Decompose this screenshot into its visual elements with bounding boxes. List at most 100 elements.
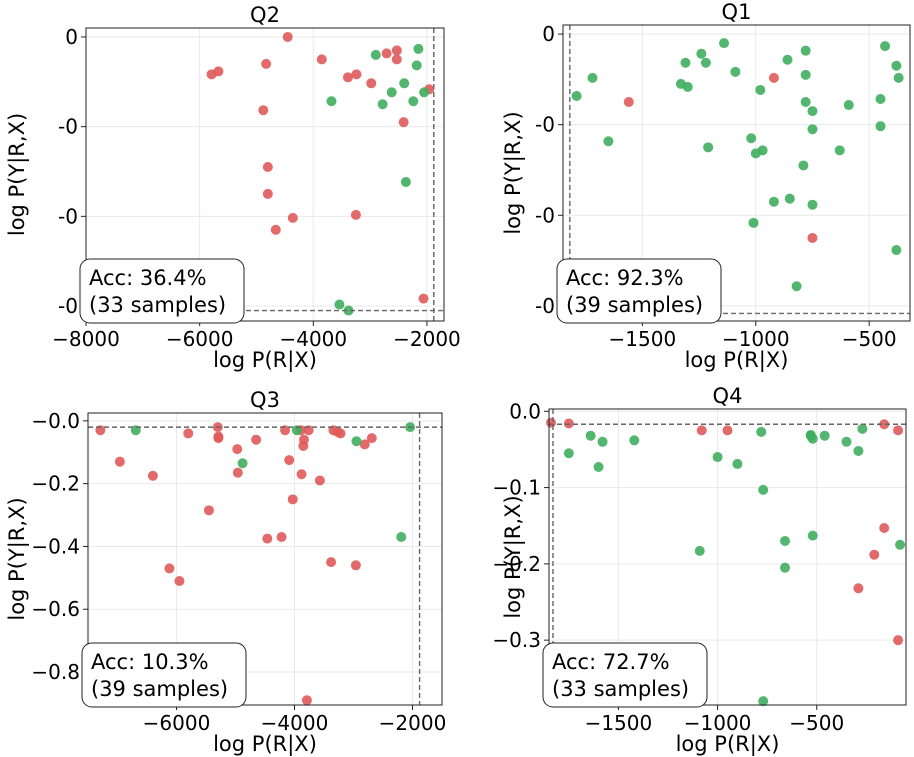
correct-point — [780, 535, 791, 546]
plot-frame — [548, 408, 907, 706]
incorrect-point — [164, 563, 175, 574]
correct-point — [703, 142, 714, 153]
incorrect-point — [232, 467, 243, 478]
correct-point — [750, 148, 761, 159]
correct-point — [807, 530, 818, 541]
incorrect-point — [314, 475, 325, 486]
incorrect-point — [301, 695, 312, 706]
y-axis-label: log P(Y|R,X) — [5, 113, 30, 236]
correct-point — [400, 176, 411, 187]
incorrect-point — [287, 212, 298, 223]
accuracy-label: Acc: 10.3% — [91, 650, 209, 674]
correct-point — [784, 193, 795, 204]
incorrect-point — [287, 494, 298, 505]
accuracy-box — [79, 258, 245, 324]
incorrect-point — [350, 209, 361, 220]
correct-point — [756, 426, 767, 437]
incorrect-point — [351, 69, 362, 80]
correct-point — [800, 97, 811, 108]
correct-point — [857, 423, 868, 434]
samples-label: (39 samples) — [566, 293, 703, 317]
correct-point — [237, 458, 248, 469]
correct-point — [782, 54, 793, 65]
incorrect-point — [251, 434, 262, 445]
y-axis-label: log P(Y|R,X) — [5, 497, 30, 620]
y-tick-label: -0 — [535, 294, 555, 318]
correct-point — [571, 90, 582, 101]
incorrect-point — [147, 470, 158, 481]
correct-point — [343, 305, 354, 316]
correct-point — [807, 124, 818, 135]
incorrect-point — [298, 440, 309, 451]
y-tick-label: -0 — [535, 113, 555, 137]
incorrect-point — [261, 58, 272, 69]
samples-label: (33 samples) — [552, 677, 689, 701]
y-tick-label: -0 — [58, 115, 78, 139]
incorrect-point — [768, 72, 779, 83]
y-tick-label: −0.2 — [492, 552, 541, 576]
correct-point — [819, 430, 830, 441]
correct-point — [719, 38, 730, 49]
incorrect-point — [276, 532, 287, 543]
y-tick-label: 0 — [65, 25, 78, 49]
incorrect-point — [316, 54, 327, 65]
correct-point — [597, 436, 608, 447]
correct-point — [800, 45, 811, 56]
correct-point — [768, 196, 779, 207]
incorrect-point — [174, 575, 185, 586]
incorrect-point — [335, 428, 346, 439]
x-tick-label: −4000 — [279, 327, 347, 351]
incorrect-point — [879, 419, 890, 430]
correct-point — [891, 60, 902, 71]
correct-point — [805, 429, 816, 440]
correct-point — [585, 430, 596, 441]
x-axis-label: log P(R|X) — [676, 732, 780, 757]
correct-point — [746, 133, 757, 144]
x-tick-label: −500 — [842, 327, 897, 351]
incorrect-point — [879, 523, 890, 534]
correct-point — [351, 436, 362, 447]
incorrect-point — [213, 433, 224, 444]
chart-title: Q4 — [713, 384, 743, 408]
correct-point — [841, 436, 852, 447]
y-tick-label: -0 — [58, 294, 78, 318]
correct-point — [377, 99, 388, 110]
subplot-q3: −6000 −4000 −2000 −0.0 −0.2 −0.4 −0.6 −0.8 Q3 log… — [5, 388, 446, 757]
correct-point — [694, 545, 705, 556]
correct-point — [834, 145, 845, 156]
x-axis-label: log P(R|X) — [213, 348, 317, 373]
correct-point — [732, 458, 743, 469]
correct-point — [326, 96, 337, 107]
x-axis-label: log P(R|X) — [213, 732, 317, 757]
incorrect-point — [893, 635, 904, 646]
incorrect-point — [623, 97, 634, 108]
correct-point — [875, 94, 886, 104]
incorrect-point — [206, 69, 217, 80]
y-tick-label: −0.1 — [492, 476, 541, 500]
y-axis-label: log P(Y|R,X) — [501, 495, 526, 618]
incorrect-point — [869, 549, 880, 560]
correct-point — [593, 461, 604, 472]
x-tick-label: −6000 — [143, 711, 211, 735]
correct-point — [680, 57, 691, 68]
samples-label: (33 samples) — [89, 293, 226, 317]
x-tick-label: −500 — [789, 711, 844, 735]
chart-title: Q2 — [250, 3, 280, 27]
correct-point — [370, 49, 381, 60]
y-tick-label: −0.2 — [31, 472, 80, 496]
y-tick-label: 0.0 — [509, 399, 541, 423]
correct-point — [875, 121, 886, 132]
incorrect-point — [696, 425, 707, 436]
incorrect-point — [262, 188, 273, 199]
correct-point — [419, 87, 430, 98]
incorrect-point — [359, 439, 370, 450]
correct-point — [895, 539, 906, 550]
x-tick-label: −2000 — [393, 327, 461, 351]
incorrect-point — [391, 54, 402, 65]
correct-point — [682, 81, 693, 92]
x-tick-label: −1500 — [609, 327, 677, 351]
correct-point — [399, 78, 410, 89]
incorrect-point — [203, 505, 214, 516]
incorrect-point — [342, 72, 353, 83]
